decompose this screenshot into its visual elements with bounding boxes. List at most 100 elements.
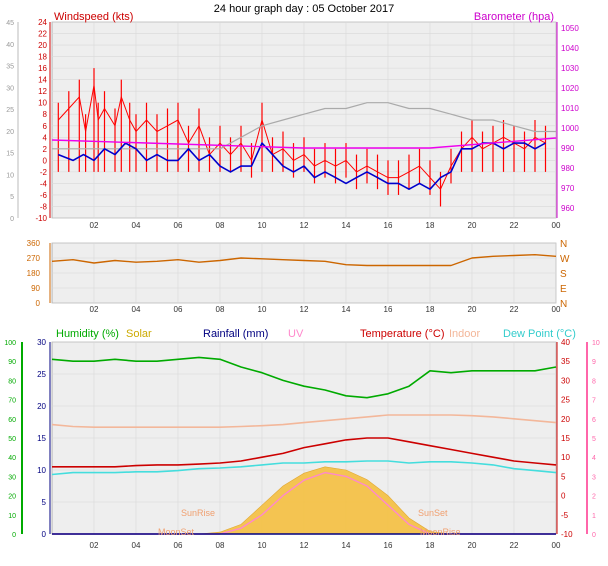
humidity-y-tick-label: 40 — [8, 455, 16, 462]
rain-y-tick-label: 25 — [37, 370, 46, 379]
wind-y-tick-label: 0 — [43, 156, 48, 165]
direction-y-tick-label: 90 — [31, 284, 40, 293]
temperature-y-tick-label: 0 — [561, 492, 566, 501]
wind-y-tick-label: -2 — [40, 168, 48, 177]
wind-y-tick-label: 24 — [38, 18, 47, 27]
baro-y-tick-label: 1050 — [561, 24, 579, 33]
humidity-y-tick-label: 10 — [8, 513, 16, 520]
x-tick-label: 14 — [342, 221, 351, 230]
baro-y-tick-label: 990 — [561, 144, 575, 153]
baro-y-tick-label: 1030 — [561, 64, 579, 73]
x-tick-label: 22 — [510, 305, 519, 314]
uv-y-tick-label: 8 — [592, 378, 596, 385]
humidity-y-tick-label: 30 — [8, 474, 16, 481]
x-tick-label: 02 — [90, 305, 99, 314]
rain-y-tick-label: 10 — [37, 466, 46, 475]
x-tick-label: 08 — [216, 221, 225, 230]
chart-title: 24 hour graph day : 05 October 2017 — [214, 3, 394, 15]
baro-y-tick-label: 970 — [561, 184, 575, 193]
direction-grid — [52, 242, 557, 304]
wind-y-tick-label: 12 — [38, 87, 47, 96]
temperature-y-tick-label: 5 — [561, 472, 566, 481]
temperature-y-tick-label: 10 — [561, 453, 570, 462]
wind-direction-line — [51, 253, 557, 267]
x-tick-label: 18 — [426, 221, 435, 230]
baro-y-tick-label: 1000 — [561, 124, 579, 133]
x-tick-label: 16 — [384, 305, 393, 314]
rain-y-tick-label: 5 — [42, 498, 47, 507]
baro-y-tick-label: 1010 — [561, 104, 579, 113]
wind-y-tick-label: 4 — [43, 133, 48, 142]
wind-y-tick-label: -4 — [40, 179, 48, 188]
wind-axes: -10-8-6-4-202468101214161820222405101520… — [6, 18, 579, 230]
uv-y-tick-label: 0 — [592, 532, 596, 539]
x-tick-label: 08 — [216, 305, 225, 314]
wind-y-tick-label: 20 — [38, 41, 47, 50]
compass-label: N — [560, 239, 567, 250]
uv-y-tick-label: 1 — [592, 513, 596, 520]
temperature-y-tick-label: 30 — [561, 376, 570, 385]
x-tick-label: 16 — [384, 221, 393, 230]
wind-outer-tick-label: 40 — [6, 42, 14, 49]
annotation-moonset: MoonSet — [158, 527, 195, 537]
wind-y-tick-label: 6 — [43, 122, 48, 131]
x-tick-label: 06 — [174, 305, 183, 314]
temperature-y-tick-label: 40 — [561, 338, 570, 347]
x-tick-label: 16 — [384, 541, 393, 550]
temperature-humidity-panel: 0510152025300102030405060708090100-10-50… — [4, 328, 600, 550]
temperature-y-tick-label: 20 — [561, 415, 570, 424]
wind-y-tick-label: 18 — [38, 53, 47, 62]
barometer-line — [51, 137, 557, 149]
x-tick-label: 10 — [258, 305, 267, 314]
direction-y-tick-label: 270 — [27, 254, 41, 263]
x-tick-label: 10 — [258, 541, 267, 550]
wind-y-tick-label: 14 — [38, 76, 47, 85]
legend-indoor: Indoor — [449, 328, 481, 340]
humidity-y-tick-label: 100 — [4, 340, 16, 347]
baro-y-tick-label: 960 — [561, 204, 575, 213]
uv-y-tick-label: 3 — [592, 474, 596, 481]
wind-y-tick-label: -8 — [40, 202, 48, 211]
wind-y-tick-label: 22 — [38, 30, 47, 39]
wind-outer-tick-label: 15 — [6, 151, 14, 158]
humidity-y-tick-label: 60 — [8, 417, 16, 424]
legend-dewpoint: Dew Point (°C) — [503, 328, 576, 340]
x-tick-label: 20 — [468, 541, 477, 550]
compass-label: N — [560, 299, 567, 310]
direction-series — [51, 253, 557, 267]
x-tick-label: 04 — [132, 305, 141, 314]
direction-y-tick-label: 0 — [36, 299, 41, 308]
humidity-y-tick-label: 80 — [8, 378, 16, 385]
wind-outer-tick-label: 45 — [6, 20, 14, 27]
baro-y-tick-label: 1020 — [561, 84, 579, 93]
wind-outer-tick-label: 35 — [6, 64, 14, 71]
wind-y-tick-label: 16 — [38, 64, 47, 73]
x-tick-label: 14 — [342, 305, 351, 314]
wind-average-line — [58, 142, 546, 190]
x-tick-label: 20 — [468, 305, 477, 314]
dewpoint-line — [51, 460, 557, 476]
compass-label: W — [560, 254, 570, 265]
uv-y-tick-label: 2 — [592, 494, 596, 501]
x-tick-label: 04 — [132, 221, 141, 230]
wind-y-tick-label: 8 — [43, 110, 48, 119]
x-tick-label: 12 — [300, 305, 309, 314]
x-tick-label: 22 — [510, 541, 519, 550]
legend-solar: Solar — [126, 328, 152, 340]
legend-barometer: Barometer (hpa) — [474, 11, 554, 23]
temperature-y-tick-label: 15 — [561, 434, 570, 443]
uv-y-tick-label: 9 — [592, 359, 596, 366]
x-tick-label: 14 — [342, 541, 351, 550]
baro-y-tick-label: 980 — [561, 164, 575, 173]
x-tick-label: 00 — [552, 221, 561, 230]
wind-outer-tick-label: 20 — [6, 129, 14, 136]
uv-y-tick-label: 7 — [592, 398, 596, 405]
legend-humidity: Humidity (%) — [56, 328, 119, 340]
humidity-y-tick-label: 0 — [12, 532, 16, 539]
temperature-y-tick-label: 25 — [561, 396, 570, 405]
wind-y-tick-label: -6 — [40, 191, 48, 200]
temperature-y-tick-label: -5 — [561, 511, 569, 520]
wind-barometer-panel: -10-8-6-4-202468101214161820222405101520… — [6, 11, 579, 230]
